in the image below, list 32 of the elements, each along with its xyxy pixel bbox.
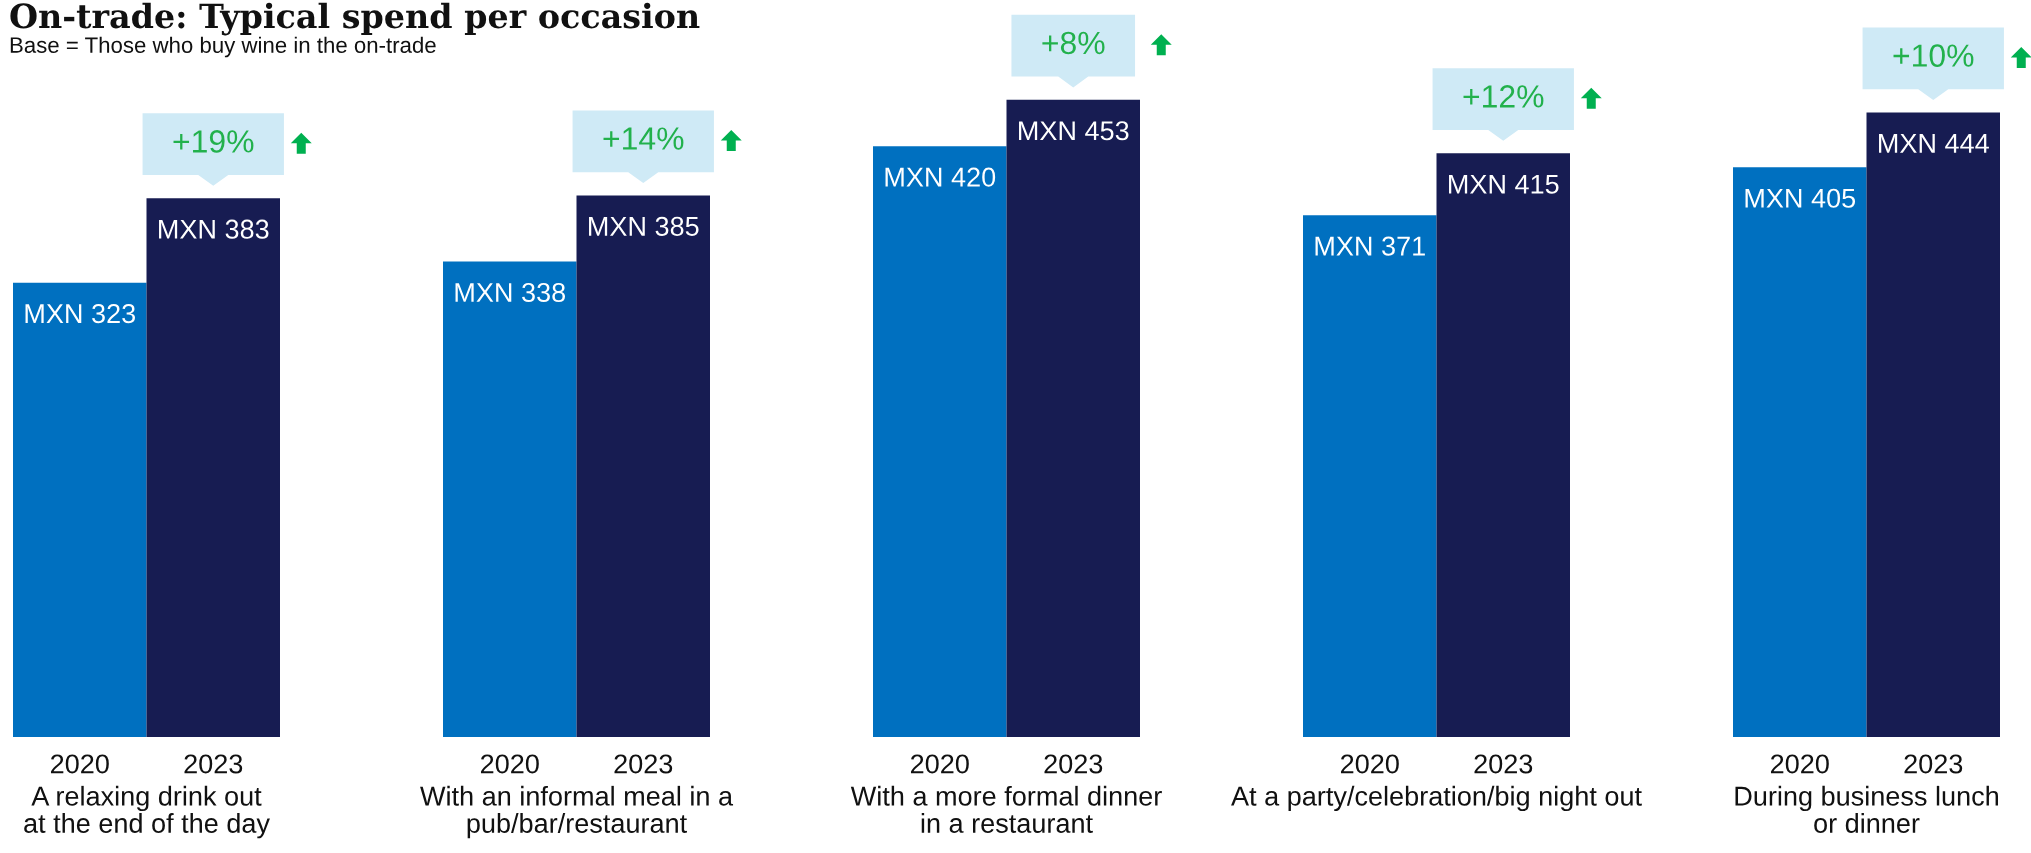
- x-tick-label: 2020: [1340, 754, 1399, 774]
- chart-subtitle: Base = Those who buy wine in the on-trade: [10, 36, 436, 58]
- x-tick-label: 2023: [1474, 754, 1533, 774]
- annotation: +19%: [173, 130, 254, 153]
- x-tick-label: 2023: [1044, 754, 1103, 774]
- data-label: MXN 323: [25, 304, 136, 324]
- data-label: MXN 338: [455, 282, 566, 303]
- data-label: MXN 383: [159, 219, 269, 239]
- annotation: +10%: [1893, 44, 1974, 67]
- x-tick-label: 2020: [480, 754, 539, 774]
- text: On-trade: Typical spend per occasion: [10, 2, 700, 36]
- data-label: MXN 444: [1879, 134, 1989, 153]
- x-axis-title: With an informal meal in a pub/bar/restaurant: [420, 785, 734, 839]
- x-tick-label: 2020: [1770, 754, 1829, 774]
- x-axis-title: At a party/celebration/big night out: [1231, 785, 1642, 812]
- x-axis-title: During business lunch or dinner: [1735, 785, 1998, 833]
- x-axis-title: With a more formal dinner in a restaurant: [850, 785, 1162, 833]
- data-label: MXN 453: [1019, 121, 1129, 141]
- data-label: MXN 420: [885, 167, 996, 187]
- x-tick-label: 2023: [614, 754, 673, 774]
- data-label: MXN 405: [1745, 188, 1856, 208]
- data-label: MXN 371: [1315, 236, 1425, 256]
- x-tick-label: 2023: [184, 754, 243, 774]
- annotation: +8%: [1042, 31, 1105, 55]
- x-tick-label: 2023: [1904, 754, 1963, 774]
- data-label: MXN 385: [589, 216, 699, 236]
- annotation: +12%: [1463, 85, 1544, 108]
- data-label: MXN 415: [1449, 174, 1559, 194]
- x-axis-title: A relaxing drink out at the end of the day: [24, 785, 270, 839]
- x-tick-label: 2020: [50, 754, 109, 774]
- annotation: +14%: [603, 127, 684, 150]
- x-tick-label: 2020: [910, 754, 969, 774]
